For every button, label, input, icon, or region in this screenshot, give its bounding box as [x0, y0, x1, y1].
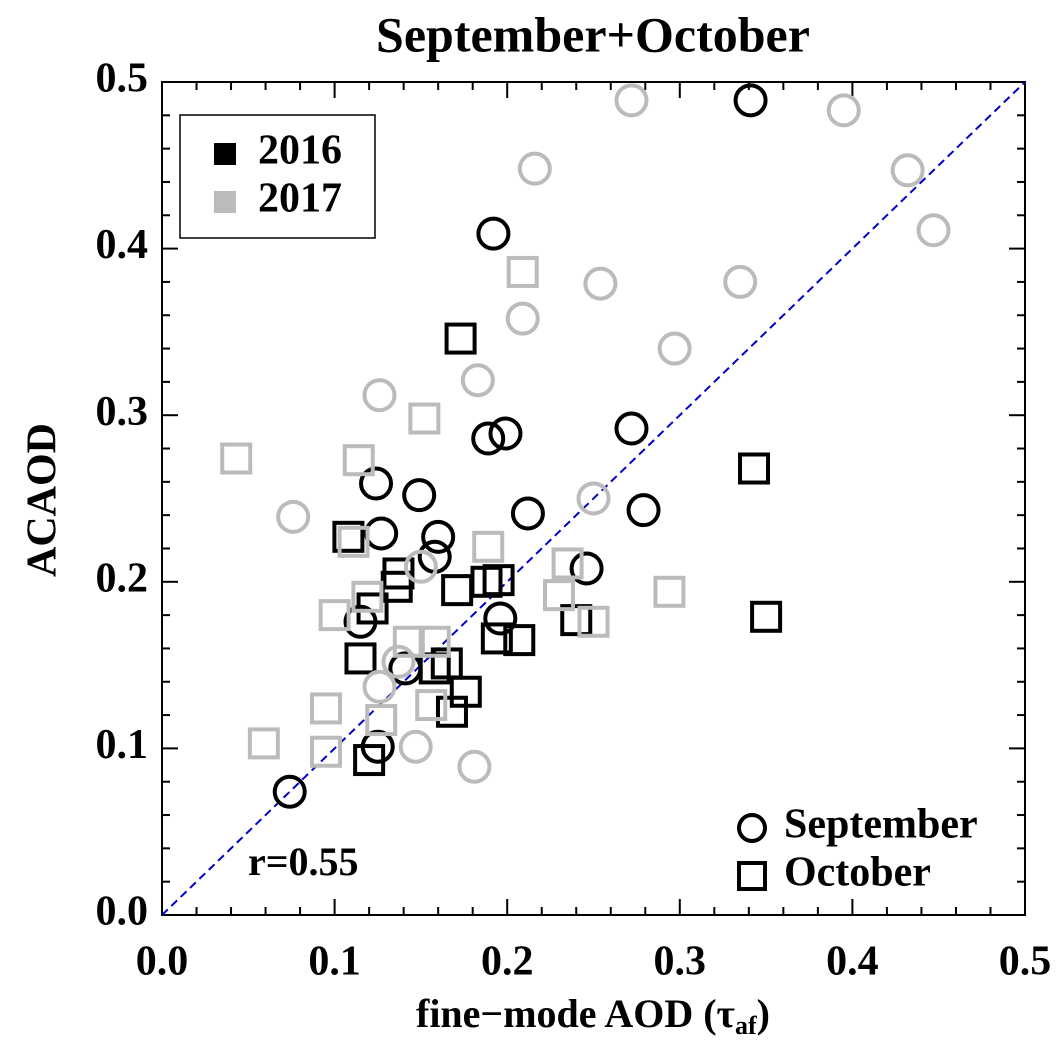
legend-marker	[737, 861, 767, 891]
point	[408, 402, 441, 435]
point	[435, 695, 468, 728]
chart-title: September+October	[376, 6, 810, 62]
point	[488, 416, 523, 451]
point	[733, 83, 768, 118]
point	[344, 642, 377, 675]
point	[510, 496, 545, 531]
y-tick-label: 0.1	[96, 722, 149, 768]
point	[916, 213, 951, 248]
point	[551, 547, 584, 580]
point	[503, 624, 536, 657]
x-label-text: fine−mode AOD (τ	[416, 991, 735, 1036]
point	[272, 774, 307, 809]
point	[576, 481, 611, 516]
point	[318, 599, 351, 632]
point	[723, 264, 758, 299]
point	[441, 574, 474, 607]
point	[362, 378, 397, 413]
point	[505, 301, 540, 336]
legend-label: 2017	[258, 176, 342, 222]
point	[583, 266, 618, 301]
point	[517, 151, 552, 186]
x-tick-label: 0.1	[308, 939, 361, 985]
point	[542, 579, 575, 612]
legend-swatch	[214, 143, 236, 165]
x-tick-label: 0.2	[481, 939, 534, 985]
point	[457, 749, 492, 784]
point	[476, 216, 511, 251]
legend-box	[179, 114, 376, 239]
point	[472, 530, 505, 563]
y-tick-label: 0.5	[96, 56, 149, 102]
point	[418, 625, 451, 658]
point	[483, 601, 518, 636]
point	[353, 744, 386, 777]
point	[392, 625, 425, 658]
legend-swatch	[214, 191, 236, 213]
point	[381, 644, 416, 679]
x-label-sub: af	[735, 1011, 757, 1040]
point	[657, 331, 692, 366]
point	[356, 592, 389, 625]
legend-marker	[737, 813, 767, 843]
point	[444, 322, 477, 355]
plot-frame	[161, 81, 1026, 916]
point	[569, 551, 604, 586]
point	[626, 493, 661, 528]
point	[614, 83, 649, 118]
point	[471, 421, 506, 456]
point	[276, 499, 311, 534]
legend-label: 2016	[258, 128, 342, 174]
point	[421, 519, 456, 554]
point	[398, 729, 433, 764]
point	[738, 452, 771, 485]
point	[614, 411, 649, 446]
x-tick-label: 0.5	[999, 939, 1052, 985]
x-tick-label: 0.3	[654, 939, 707, 985]
point	[402, 478, 437, 513]
point	[560, 604, 593, 637]
x-label-end: )	[757, 991, 770, 1036]
x-axis-label: fine−mode AOD (τaf)	[416, 991, 770, 1040]
point	[247, 727, 280, 760]
point	[364, 516, 399, 551]
point	[415, 689, 448, 722]
point	[460, 363, 495, 398]
point	[362, 669, 397, 704]
point	[577, 605, 610, 638]
x-tick-label: 0.0	[136, 939, 189, 985]
point	[365, 704, 398, 737]
point	[506, 255, 539, 288]
point	[359, 466, 394, 501]
point	[220, 442, 253, 475]
point	[351, 580, 384, 613]
point	[342, 444, 375, 477]
point	[653, 575, 686, 608]
y-tick-label: 0.4	[96, 222, 149, 268]
annotation: r=0.55	[248, 839, 359, 884]
point	[332, 520, 365, 553]
legend-label: September	[784, 802, 978, 848]
point	[309, 692, 342, 725]
y-tick-label: 0.3	[96, 389, 149, 435]
point	[470, 565, 503, 598]
point	[750, 600, 783, 633]
y-axis-label: ACAOD	[20, 423, 66, 577]
point	[826, 93, 861, 128]
point	[403, 549, 438, 584]
point	[337, 525, 370, 558]
point	[890, 153, 925, 188]
point	[480, 622, 513, 655]
x-tick-label: 0.4	[826, 939, 879, 985]
point	[309, 735, 342, 768]
diagonal-line	[161, 81, 1026, 916]
y-tick-label: 0.0	[96, 889, 149, 935]
y-tick-label: 0.2	[96, 555, 149, 601]
legend-label: October	[784, 850, 931, 896]
